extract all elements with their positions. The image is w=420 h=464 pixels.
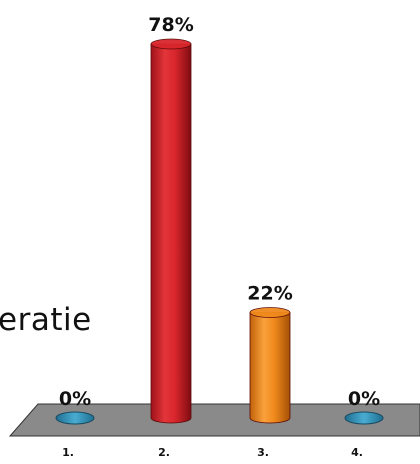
side-text: eratie <box>0 302 92 338</box>
bar-2 <box>150 38 192 424</box>
data-label-3: 22% <box>247 283 292 305</box>
category-label-2: 2. <box>158 446 170 459</box>
category-label-1: 1. <box>62 446 74 459</box>
data-label-4: 0% <box>348 388 380 410</box>
bar-4 <box>344 411 384 425</box>
bar-3 <box>249 307 291 424</box>
chart-floor <box>8 403 420 437</box>
data-label-1: 0% <box>59 388 91 410</box>
bar-1 <box>55 411 95 425</box>
category-label-4: 4. <box>351 446 363 459</box>
data-label-2: 78% <box>148 14 193 36</box>
category-label-3: 3. <box>257 446 269 459</box>
